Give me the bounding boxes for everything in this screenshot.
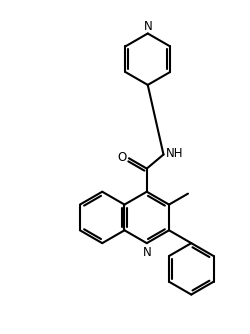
Text: N: N	[143, 19, 152, 32]
Text: O: O	[117, 151, 127, 164]
Text: NH: NH	[165, 147, 182, 160]
Text: N: N	[142, 246, 150, 259]
